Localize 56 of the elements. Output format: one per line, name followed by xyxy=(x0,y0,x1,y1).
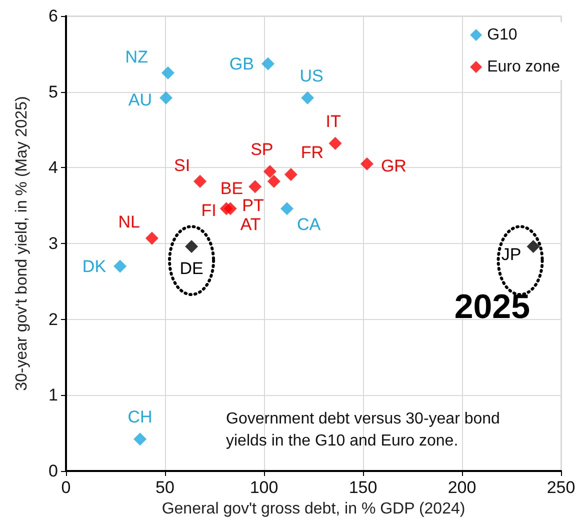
point xyxy=(185,240,198,254)
point xyxy=(248,180,262,194)
annotation: SP xyxy=(250,140,274,159)
x-tick-label: 0 xyxy=(61,478,71,497)
point xyxy=(114,260,127,273)
annotation: SI xyxy=(174,156,190,175)
x-tick-label: 100 xyxy=(250,478,278,497)
point xyxy=(301,91,314,104)
annotation: BE xyxy=(220,179,244,198)
x-axis-title: General gov't gross debt, in % GDP (2024) xyxy=(162,500,466,518)
point xyxy=(328,136,342,150)
annotation: DE xyxy=(180,259,204,278)
point xyxy=(161,66,174,80)
y-tick-label: 2 xyxy=(48,310,58,329)
legend-label: Euro zone xyxy=(487,58,560,76)
y-tick-label: 1 xyxy=(48,386,58,405)
y-tick-label: 0 xyxy=(48,462,58,480)
point xyxy=(280,202,294,216)
annotation: CH xyxy=(128,408,152,427)
point xyxy=(263,164,276,178)
legend-label: G10 xyxy=(487,26,518,44)
annotation: AT xyxy=(240,215,261,234)
annotation: PT xyxy=(242,196,264,215)
annotation: CA xyxy=(296,215,322,234)
y-tick-label: 6 xyxy=(48,6,58,26)
x-tick-label: 250 xyxy=(546,478,576,497)
point xyxy=(134,432,147,446)
annotation: AU xyxy=(128,90,152,110)
point xyxy=(360,157,374,170)
annotation: IT xyxy=(326,112,341,131)
annotation: JP xyxy=(501,245,522,264)
annotation: GB xyxy=(229,54,254,74)
x-tick-label: 50 xyxy=(156,478,174,497)
y-axis-title: 30-year gov't bond yield, in % (May 2025) xyxy=(14,96,30,391)
y-tick-label: 4 xyxy=(48,158,58,178)
point xyxy=(145,232,158,245)
annotation: DK xyxy=(82,256,107,276)
y-tick-label: 3 xyxy=(48,234,58,253)
annotation: 2025 xyxy=(454,288,530,326)
annotation: US xyxy=(300,66,324,86)
x-tick-label: 200 xyxy=(448,478,476,497)
annotation: Government debt versus 30-year bond yields in the G10 and Euro zone. xyxy=(226,410,504,450)
point xyxy=(267,174,280,188)
point xyxy=(159,91,172,104)
point xyxy=(194,174,207,188)
annotation: FR xyxy=(300,142,324,162)
point xyxy=(261,57,274,70)
point xyxy=(284,168,298,181)
annotation: NL xyxy=(118,212,140,232)
annotation: FI xyxy=(201,201,216,220)
point xyxy=(224,202,237,216)
y-tick-label: 5 xyxy=(48,82,58,102)
annotation: NZ xyxy=(125,47,148,66)
point xyxy=(526,240,540,254)
annotation: GR xyxy=(380,156,406,176)
x-tick-label: 150 xyxy=(348,478,378,497)
